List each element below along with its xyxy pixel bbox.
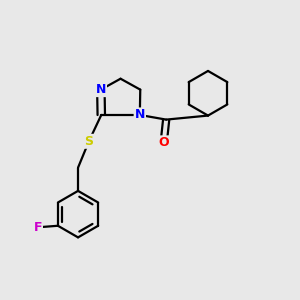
Text: S: S bbox=[84, 135, 93, 148]
Text: N: N bbox=[135, 109, 145, 122]
Text: O: O bbox=[158, 136, 169, 149]
Text: F: F bbox=[34, 221, 42, 234]
Text: N: N bbox=[96, 83, 106, 96]
